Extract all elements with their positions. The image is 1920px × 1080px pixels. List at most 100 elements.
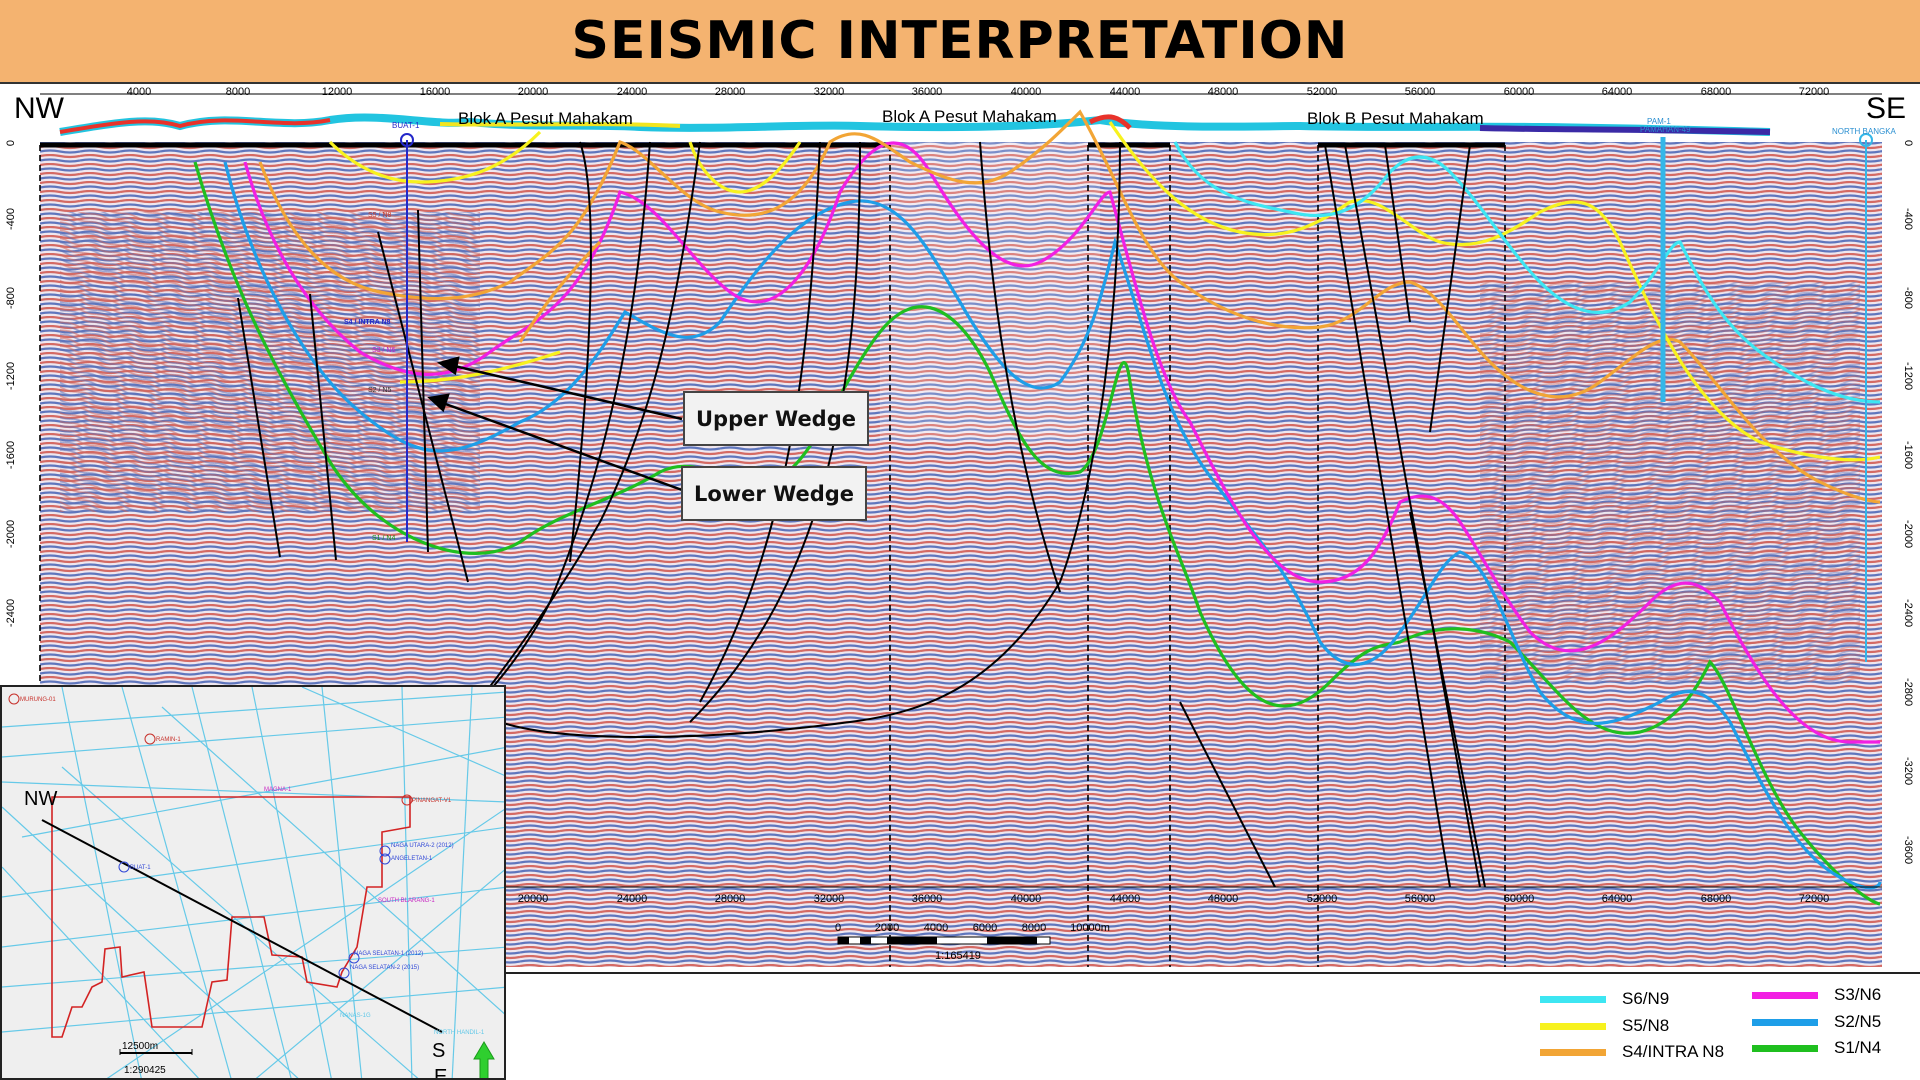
depth-tick: -3600 xyxy=(1902,836,1914,864)
bottom-tick: 44000 xyxy=(1110,893,1141,905)
inset-well-label: NAGA SELATAN-2 (2015) xyxy=(350,965,419,971)
top-tick: 8000 xyxy=(226,86,250,98)
inset-scalebar: 12500m 1:290425 xyxy=(119,1041,193,1076)
inset-scale-bar-label: 12500m xyxy=(122,1041,158,1052)
title-banner: SEISMIC INTERPRETATION xyxy=(0,0,1920,84)
well-pick-s5: S5 / N8 xyxy=(368,212,391,219)
legend-item-s1: S1/N4 xyxy=(1752,1035,1920,1061)
scale-tick: 4000 xyxy=(924,922,948,934)
legend-swatch xyxy=(1540,995,1606,1003)
legend-swatch xyxy=(1752,1044,1818,1052)
top-tick: 32000 xyxy=(814,86,845,98)
legend-label: S4/INTRA N8 xyxy=(1622,1042,1725,1061)
depth-tick: -1200 xyxy=(5,362,17,390)
depth-tick: 0 xyxy=(1902,140,1914,146)
top-tick: 64000 xyxy=(1602,86,1633,98)
legend-item-s2: S2/N5 xyxy=(1752,1009,1920,1035)
inset-well-label: NANAS-1G xyxy=(340,1013,371,1019)
horizon-s1-n4 xyxy=(193,161,1881,906)
inset-well-label: ANGELETAN-1 xyxy=(391,856,433,862)
north-arrow-icon xyxy=(473,1041,495,1078)
depth-tick: 0 xyxy=(5,140,17,146)
callout-lower-wedge: Lower Wedge xyxy=(681,466,867,521)
top-tick: 4000 xyxy=(127,86,151,98)
inset-well-label: RAMIN-1 xyxy=(156,737,181,743)
depth-tick: -1600 xyxy=(1902,441,1914,469)
inset-direction-nw: NW xyxy=(24,788,57,810)
inset-well-label: SOUTH BLARANG-1 xyxy=(378,898,435,904)
horizon-s2-n5 xyxy=(223,161,1882,890)
well-pick-s4: S4 / INTRA N8 xyxy=(344,319,391,326)
block-label-3: Blok B Pesut Mahakam xyxy=(1307,109,1484,128)
bottom-tick: 68000 xyxy=(1701,893,1732,905)
bottom-tick: 52000 xyxy=(1307,893,1338,905)
legend-item-s3: S3/N6 xyxy=(1752,982,1920,1008)
top-tick: 20000 xyxy=(518,86,549,98)
block-label-2: Blok A Pesut Mahakam xyxy=(882,107,1057,126)
bottom-tick: 24000 xyxy=(617,893,648,905)
section-line xyxy=(41,819,443,1033)
depth-axis-right: 0 -400 -800 -1200 -1600 -2000 -2400 -280… xyxy=(1902,140,1914,864)
inset-scale-ratio: 1:290425 xyxy=(124,1065,166,1076)
legend-label: S3/N6 xyxy=(1834,985,1882,1004)
wells: BUAT-1 PAM-1 PAMAHAN-49 NORTH BANGKA S5 … xyxy=(344,117,1897,662)
well-label-north: NORTH BANGKA xyxy=(1832,127,1897,136)
bottom-tick: 36000 xyxy=(912,893,943,905)
block-label-1: Blok A Pesut Mahakam xyxy=(458,109,633,128)
depth-tick: -800 xyxy=(1902,287,1914,309)
scale-tick: 2000 xyxy=(875,922,899,934)
inset-well-label: NAGA SELATAN-1 (2012) xyxy=(354,951,423,957)
top-tick: 28000 xyxy=(715,86,746,98)
inset-map-canvas: MURUNG-01 RAMIN-1 MAGNA-1 BUAT-1 PINANGA… xyxy=(2,687,504,1080)
top-tick: 48000 xyxy=(1208,86,1239,98)
legend-label: S5/N8 xyxy=(1622,1016,1670,1035)
direction-se: SE xyxy=(1866,92,1907,125)
horizon-s4-intra-n8 xyxy=(258,109,1881,504)
bottom-axis: 20000 24000 28000 32000 36000 40000 4400… xyxy=(500,886,1882,905)
inset-well-label: NORTH HANDIL-1 xyxy=(434,1030,485,1036)
top-tick: 44000 xyxy=(1110,86,1141,98)
depth-tick: -1200 xyxy=(1902,362,1914,390)
top-axis: 4000 8000 12000 16000 20000 24000 28000 … xyxy=(40,86,1882,98)
bottom-tick: 28000 xyxy=(715,893,746,905)
depth-tick: -2000 xyxy=(5,520,17,548)
callout-upper-wedge: Upper Wedge xyxy=(683,391,869,446)
bottom-tick: 32000 xyxy=(814,893,845,905)
depth-tick: -3200 xyxy=(1902,757,1914,785)
depth-tick: -400 xyxy=(1902,208,1914,230)
legend-item-s6: S6/N9 xyxy=(1540,986,1742,1012)
top-tick: 24000 xyxy=(617,86,648,98)
inset-well-label: BUAT-1 xyxy=(130,865,151,871)
depth-tick: -2400 xyxy=(5,599,17,627)
inset-direction-e: E xyxy=(434,1066,447,1080)
top-tick: 68000 xyxy=(1701,86,1732,98)
well-label-pamahan: PAMAHAN-49 xyxy=(1640,125,1691,134)
horizon-s3-n6 xyxy=(243,141,1880,744)
top-tick: 16000 xyxy=(420,86,451,98)
scale-ratio: 1:165419 xyxy=(935,950,981,962)
page-title: SEISMIC INTERPRETATION xyxy=(571,11,1349,71)
depth-tick: -800 xyxy=(5,287,17,309)
scale-tick: 10000m xyxy=(1070,922,1110,934)
bottom-tick: 40000 xyxy=(1011,893,1042,905)
top-tick: 52000 xyxy=(1307,86,1338,98)
horizons xyxy=(193,109,1882,906)
depth-axis-left: 0 -400 -800 -1200 -1600 -2000 -2400 xyxy=(5,140,17,627)
legend-item-s4: S4/INTRA N8 xyxy=(1540,1039,1742,1065)
legend-label: S6/N9 xyxy=(1622,989,1670,1008)
inset-well-label: MAGNA-1 xyxy=(264,787,292,793)
bottom-tick: 60000 xyxy=(1504,893,1535,905)
well-pick-s2: S2 / N5 xyxy=(368,387,391,394)
scalebar: 0 2000 4000 6000 8000 10000m 1:165419 xyxy=(835,922,1110,962)
top-tick: 60000 xyxy=(1504,86,1535,98)
scale-tick: 6000 xyxy=(973,922,997,934)
well-label-pam: PAM-1 xyxy=(1647,117,1671,126)
legend-label: S2/N5 xyxy=(1834,1012,1882,1031)
wedge-arrows xyxy=(427,356,683,492)
inset-well-label: NAGA UTARA-2 (2012) xyxy=(391,843,454,849)
depth-tick: -2000 xyxy=(1902,520,1914,548)
horizon-legend: S6/N9 S5/N8 S4/INTRA N8 S3/N6 S2/N5 S1/N… xyxy=(1520,978,1920,1078)
inset-well-label: PINANGAT-V1 xyxy=(412,798,452,804)
inset-direction-s: S xyxy=(432,1040,445,1062)
well-pick-s1: S1 / N4 xyxy=(372,535,395,542)
